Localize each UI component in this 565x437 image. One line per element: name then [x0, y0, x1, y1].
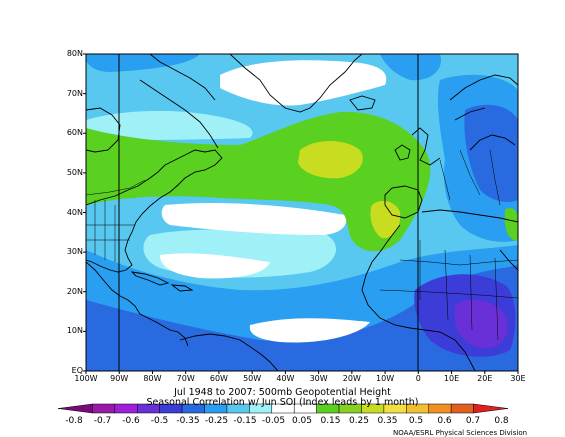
lat-label: 30N	[66, 247, 83, 257]
field-white-south	[249, 318, 370, 343]
lon-label: 10E	[443, 374, 460, 383]
lon-label: 50W	[243, 374, 262, 383]
axis-ticks	[83, 53, 519, 374]
coast-iberia	[384, 185, 423, 219]
lon-label: 0	[415, 374, 421, 383]
coast-south-america	[179, 333, 279, 371]
coast-hispaniola	[170, 284, 194, 292]
border-africa-2	[419, 240, 499, 341]
colorbar-label: -0.6	[122, 416, 140, 426]
field-white-north	[220, 60, 387, 106]
field-yellow-green-core	[298, 141, 363, 179]
colorbar-label: -0.35	[176, 416, 200, 426]
coast-africa-horn	[499, 249, 518, 271]
field-white-mid	[161, 203, 347, 235]
colorbar-label: -0.8	[65, 416, 83, 426]
lat-label: 20N	[66, 286, 83, 296]
caption-title: Jul 1948 to 2007: 500mb Geopotential Hei…	[174, 387, 391, 398]
lon-label: 10W	[376, 374, 395, 383]
field-blue-europe-deep	[464, 104, 518, 202]
lon-label: 60W	[209, 374, 228, 383]
colorbar-label: -0.05	[261, 416, 286, 426]
lon-label: 20E	[477, 374, 493, 383]
lon-label: 80W	[143, 374, 162, 383]
lon-label: 30E	[510, 374, 526, 383]
field-blue-top-right	[380, 54, 441, 81]
coast-baltic	[469, 134, 516, 151]
colorbar-label: 0.05	[291, 416, 313, 426]
lat-label: 70N	[66, 88, 83, 98]
field-white-mid-2	[160, 253, 270, 279]
colorbar-label: -0.5	[150, 416, 169, 426]
credit-text: NOAA/ESRL Physical Sciences Division	[393, 429, 528, 437]
coast-baffin	[149, 54, 216, 101]
lon-label: 40W	[276, 374, 295, 383]
colorbar-label: -0.7	[93, 416, 112, 426]
coast-north-america	[86, 149, 223, 273]
colorbar-label: 0.15	[320, 416, 341, 426]
field-pale-cyan-1	[86, 110, 253, 140]
coast-cuba	[130, 271, 170, 286]
lat-label: 10N	[66, 326, 83, 336]
correlation-field	[86, 54, 518, 371]
lon-label: 20W	[342, 374, 361, 383]
colorbar-label: 0.35	[377, 416, 398, 426]
lon-label: 90W	[110, 374, 129, 383]
border-europe	[439, 149, 501, 206]
field-yellow-green-iberia	[370, 200, 401, 239]
field-purple-africa	[455, 299, 508, 349]
colorbar-swatch	[473, 403, 509, 414]
field-blue-top	[86, 54, 200, 72]
coast-scandinavia	[449, 74, 518, 121]
lat-label: 60N	[66, 128, 83, 138]
lon-label: 100W	[74, 374, 98, 383]
coast-mediterranean	[421, 209, 518, 223]
borders	[86, 149, 518, 341]
lon-label: 70W	[176, 374, 195, 383]
lon-label: 30W	[309, 374, 328, 383]
colorbar-label: 0.6	[437, 416, 452, 426]
lat-label: 80N	[66, 49, 83, 58]
colorbar-label: -0.25	[204, 416, 229, 426]
coast-iceland	[349, 95, 376, 111]
field-green-east	[504, 208, 518, 241]
coast-greenland	[229, 54, 363, 113]
border-africa-3	[379, 289, 518, 299]
colorbar	[57, 403, 509, 414]
border-us-canada	[86, 179, 146, 196]
coast-labrador	[139, 79, 219, 149]
colorbar-label: 0.7	[465, 416, 481, 426]
coast-europe-west	[394, 127, 441, 166]
coast-africa-west	[361, 224, 476, 371]
colorbar-label: 0.5	[408, 416, 424, 426]
colorbar-label: -0.15	[233, 416, 257, 426]
lat-label: 40N	[66, 207, 83, 217]
lat-label: EQ	[71, 366, 83, 375]
coast-central-america	[86, 261, 189, 347]
caption-subtitle: Seasonal Correlation w/ Jun SOI (Index l…	[146, 397, 419, 408]
border-us-states	[86, 200, 135, 262]
lat-label: 50N	[66, 167, 83, 177]
colorbar-label: 0.8	[494, 416, 509, 426]
field-blue-deep-south	[86, 265, 518, 371]
colorbar-label: 0.25	[348, 416, 370, 426]
